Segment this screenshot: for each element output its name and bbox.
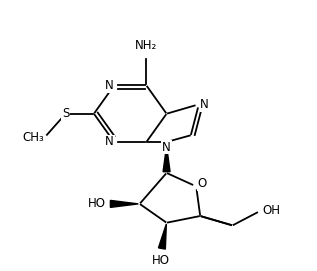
Text: HO: HO	[88, 197, 106, 210]
Text: S: S	[62, 107, 69, 120]
Text: O: O	[197, 177, 207, 190]
Text: N: N	[105, 79, 114, 92]
Text: CH₃: CH₃	[23, 131, 44, 144]
Polygon shape	[110, 200, 138, 207]
Text: OH: OH	[262, 204, 280, 217]
Polygon shape	[163, 146, 170, 172]
Polygon shape	[158, 224, 166, 249]
Text: N: N	[200, 98, 209, 111]
Text: NH₂: NH₂	[135, 39, 158, 52]
Text: N: N	[162, 141, 171, 154]
Text: HO: HO	[152, 254, 170, 267]
Text: N: N	[105, 136, 114, 149]
